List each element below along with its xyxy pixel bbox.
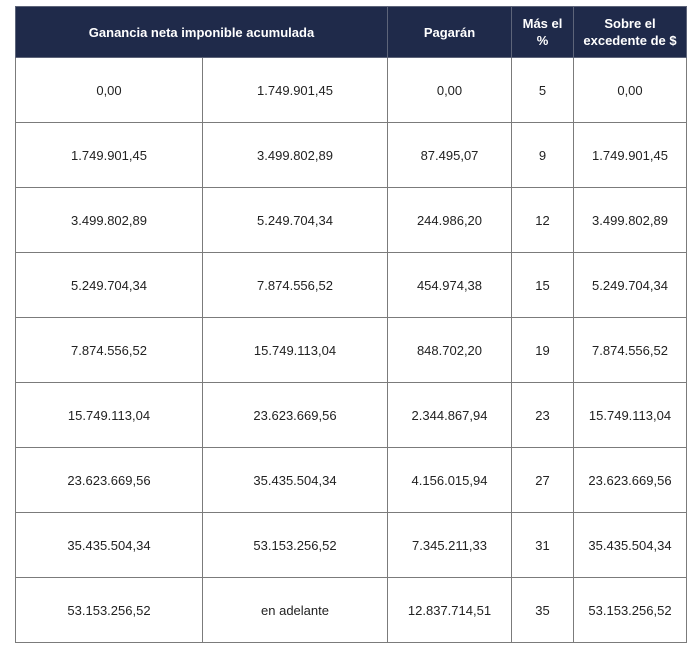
cell-excedente: 53.153.256,52 (573, 577, 687, 643)
header-mas-line2: % (536, 33, 549, 48)
cell-pagaran: 7.345.211,33 (387, 512, 512, 578)
tax-bracket-table: Ganancia neta imponible acumulada Pagará… (15, 6, 687, 643)
cell-porcentaje: 9 (511, 122, 574, 188)
cell-hasta: 53.153.256,52 (202, 512, 388, 578)
cell-pagaran: 12.837.714,51 (387, 577, 512, 643)
table-row: 1.749.901,45 3.499.802,89 87.495,07 9 1.… (15, 122, 687, 188)
cell-desde: 5.249.704,34 (15, 252, 203, 318)
cell-desde: 35.435.504,34 (15, 512, 203, 578)
header-pagaran: Pagarán (387, 6, 512, 58)
cell-excedente: 15.749.113,04 (573, 382, 687, 448)
header-row: Ganancia neta imponible acumulada Pagará… (15, 6, 687, 58)
cell-porcentaje: 23 (511, 382, 574, 448)
cell-hasta: 3.499.802,89 (202, 122, 388, 188)
cell-pagaran: 2.344.867,94 (387, 382, 512, 448)
cell-desde: 53.153.256,52 (15, 577, 203, 643)
table-row: 23.623.669,56 35.435.504,34 4.156.015,94… (15, 447, 687, 513)
cell-excedente: 1.749.901,45 (573, 122, 687, 188)
cell-hasta: 1.749.901,45 (202, 57, 388, 123)
cell-desde: 7.874.556,52 (15, 317, 203, 383)
table-row: 3.499.802,89 5.249.704,34 244.986,20 12 … (15, 187, 687, 253)
table-row: 5.249.704,34 7.874.556,52 454.974,38 15 … (15, 252, 687, 318)
cell-desde: 1.749.901,45 (15, 122, 203, 188)
cell-pagaran: 244.986,20 (387, 187, 512, 253)
cell-porcentaje: 12 (511, 187, 574, 253)
cell-excedente: 0,00 (573, 57, 687, 123)
table-row: 53.153.256,52 en adelante 12.837.714,51 … (15, 577, 687, 643)
cell-excedente: 7.874.556,52 (573, 317, 687, 383)
cell-desde: 23.623.669,56 (15, 447, 203, 513)
header-sobre-line1: Sobre el (604, 16, 656, 31)
table-row: 0,00 1.749.901,45 0,00 5 0,00 (15, 57, 687, 123)
table-body: 0,00 1.749.901,45 0,00 5 0,00 1.749.901,… (15, 57, 687, 643)
cell-hasta: 35.435.504,34 (202, 447, 388, 513)
header-mas-line1: Más el (522, 16, 563, 31)
cell-hasta: 15.749.113,04 (202, 317, 388, 383)
cell-pagaran: 848.702,20 (387, 317, 512, 383)
cell-hasta: 5.249.704,34 (202, 187, 388, 253)
cell-pagaran: 454.974,38 (387, 252, 512, 318)
cell-excedente: 3.499.802,89 (573, 187, 687, 253)
tax-table-container: Ganancia neta imponible acumulada Pagará… (15, 6, 687, 643)
cell-porcentaje: 27 (511, 447, 574, 513)
cell-hasta: 23.623.669,56 (202, 382, 388, 448)
cell-porcentaje: 19 (511, 317, 574, 383)
cell-porcentaje: 35 (511, 577, 574, 643)
cell-hasta: 7.874.556,52 (202, 252, 388, 318)
cell-excedente: 35.435.504,34 (573, 512, 687, 578)
table-header: Ganancia neta imponible acumulada Pagará… (15, 6, 687, 58)
cell-porcentaje: 31 (511, 512, 574, 578)
header-ganancia: Ganancia neta imponible acumulada (15, 6, 388, 58)
header-sobre-excedente: Sobre el excedente de $ (573, 6, 687, 58)
header-sobre-line2: excedente de $ (583, 33, 677, 48)
cell-porcentaje: 5 (511, 57, 574, 123)
table-row: 35.435.504,34 53.153.256,52 7.345.211,33… (15, 512, 687, 578)
cell-desde: 0,00 (15, 57, 203, 123)
cell-pagaran: 4.156.015,94 (387, 447, 512, 513)
cell-pagaran: 87.495,07 (387, 122, 512, 188)
table-row: 15.749.113,04 23.623.669,56 2.344.867,94… (15, 382, 687, 448)
cell-hasta: en adelante (202, 577, 388, 643)
cell-desde: 3.499.802,89 (15, 187, 203, 253)
header-mas-porcentaje: Más el % (511, 6, 574, 58)
cell-porcentaje: 15 (511, 252, 574, 318)
table-row: 7.874.556,52 15.749.113,04 848.702,20 19… (15, 317, 687, 383)
cell-desde: 15.749.113,04 (15, 382, 203, 448)
cell-excedente: 5.249.704,34 (573, 252, 687, 318)
cell-pagaran: 0,00 (387, 57, 512, 123)
cell-excedente: 23.623.669,56 (573, 447, 687, 513)
